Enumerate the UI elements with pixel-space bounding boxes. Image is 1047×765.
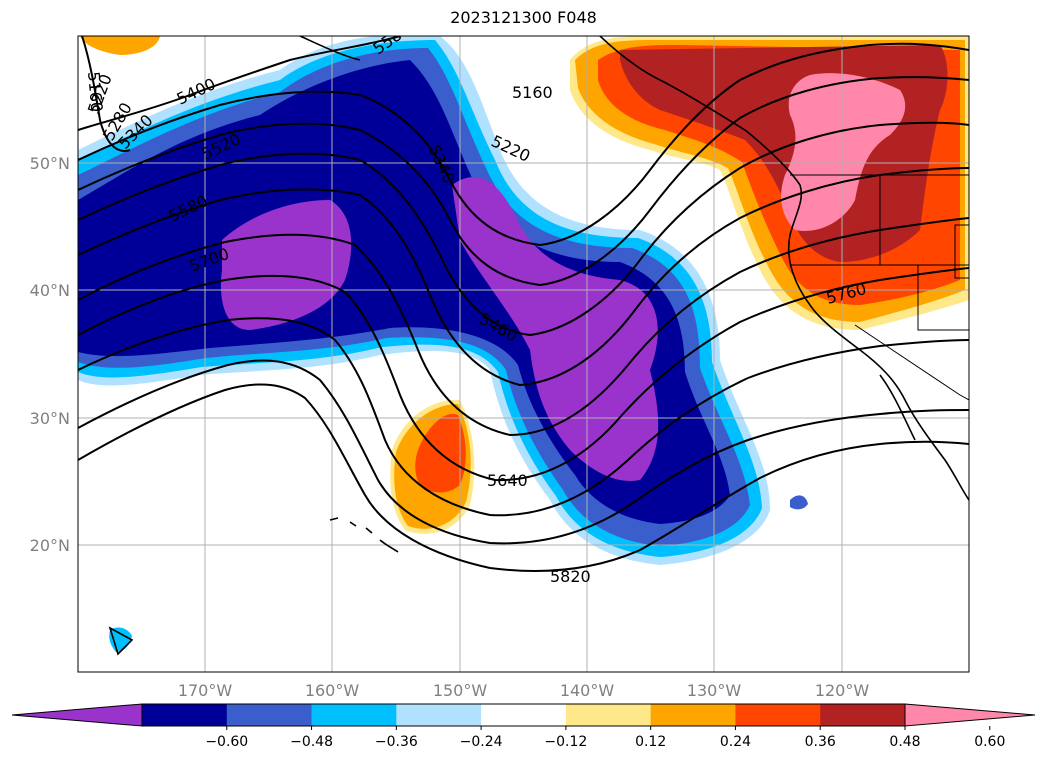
lon-label: 140°W — [560, 681, 615, 700]
colorbar-segment — [311, 704, 397, 726]
colorbar-tick-label: −0.12 — [544, 734, 587, 750]
colorbar-segment — [142, 704, 228, 726]
colorbar-tick-label: 0.60 — [974, 734, 1005, 750]
colorbar-tick-label: 0.48 — [889, 734, 920, 750]
contour-label: 5640 — [487, 471, 528, 490]
lon-label: 130°W — [687, 681, 742, 700]
longitude-labels: 170°W 160°W 150°W 140°W 130°W 120°W — [178, 681, 870, 700]
colorbar-tick-label: −0.48 — [290, 734, 333, 750]
lat-label: 30°N — [30, 409, 70, 428]
contour-label: 5160 — [84, 71, 106, 113]
colorbar-segment — [565, 704, 652, 726]
lon-label: 170°W — [178, 681, 233, 700]
colorbar-tick-label: 0.24 — [720, 734, 751, 750]
graticule — [78, 36, 969, 672]
contour-label: 5160 — [512, 83, 553, 102]
map-title: 2023121300 F048 — [450, 8, 597, 27]
colorbar-segment — [735, 704, 821, 726]
height-contours — [78, 36, 969, 572]
lon-label: 120°W — [815, 681, 870, 700]
lat-label: 50°N — [30, 154, 70, 173]
colorbar-segment — [650, 704, 736, 726]
colorbar-tick-label: −0.24 — [460, 734, 503, 750]
colorbar-frame — [141, 703, 906, 727]
coastlines — [108, 36, 969, 656]
colorbar-tick-label: 0.36 — [805, 734, 836, 750]
colorbar-segment — [904, 703, 1036, 727]
colorbar-tick-label: −0.36 — [375, 734, 418, 750]
lon-label: 160°W — [305, 681, 360, 700]
colorbar-tick-label: 0.12 — [635, 734, 666, 750]
colorbar: −0.60 −0.48 −0.36 −0.24 −0.12 0.12 0.24 0.36 0.4… — [11, 703, 1036, 750]
colorbar-segment — [481, 704, 567, 726]
positive-anomaly-region — [80, 36, 969, 534]
lat-label: 20°N — [30, 536, 70, 555]
plot-frame — [77, 35, 970, 673]
contour-label: 5820 — [550, 567, 591, 586]
negative-anomaly-region — [78, 36, 808, 652]
colorbar-segment — [11, 703, 143, 727]
latitude-labels: 50°N 40°N 30°N 20°N — [30, 154, 70, 555]
colorbar-tick-label: −0.60 — [205, 734, 248, 750]
lon-label: 150°W — [433, 681, 488, 700]
colorbar-segment — [226, 704, 313, 726]
lat-label: 40°N — [30, 281, 70, 300]
colorbar-segment — [396, 704, 482, 726]
colorbar-segment — [820, 704, 906, 726]
